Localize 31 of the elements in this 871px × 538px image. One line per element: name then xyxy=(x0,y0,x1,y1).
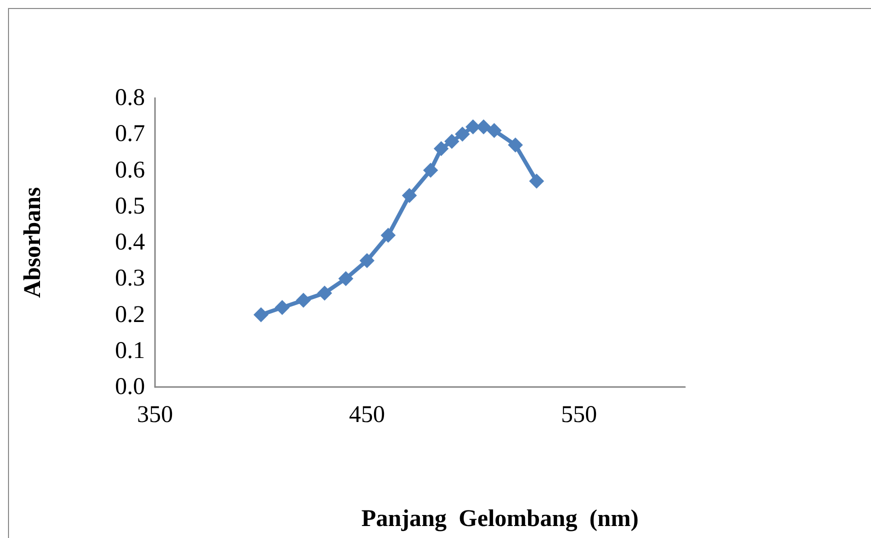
y-tick-label: 0.0 xyxy=(115,374,145,400)
point xyxy=(434,141,449,156)
point xyxy=(338,271,354,286)
point xyxy=(254,307,268,322)
point xyxy=(380,228,396,243)
y-tick-label: 0.3 xyxy=(115,266,145,292)
point xyxy=(466,119,480,134)
y-axis-title: Absorbans xyxy=(20,187,46,298)
point xyxy=(476,119,492,134)
x-tick-label: 350 xyxy=(137,402,173,428)
point xyxy=(317,286,332,301)
y-tick-label: 0.6 xyxy=(115,157,145,184)
point xyxy=(423,162,438,178)
x-axis-title: Panjang Gelombang (nm) xyxy=(361,506,639,532)
y-tick-label: 0.8 xyxy=(115,85,145,111)
point xyxy=(529,174,544,189)
y-tick-label: 0.1 xyxy=(115,338,145,364)
point xyxy=(274,300,290,316)
point xyxy=(360,253,374,268)
y-tick-label: 0.7 xyxy=(115,121,145,148)
y-tick-label: 0.4 xyxy=(115,230,145,256)
x-tick-label: 550 xyxy=(561,402,597,428)
point xyxy=(486,123,502,138)
point xyxy=(402,188,417,204)
point xyxy=(444,134,460,149)
y-tick-label: 0.5 xyxy=(115,193,145,220)
point xyxy=(296,292,311,308)
point xyxy=(508,137,523,152)
y-tick-label: 0.2 xyxy=(115,302,145,328)
x-tick-label: 450 xyxy=(349,402,385,428)
point xyxy=(454,126,470,142)
